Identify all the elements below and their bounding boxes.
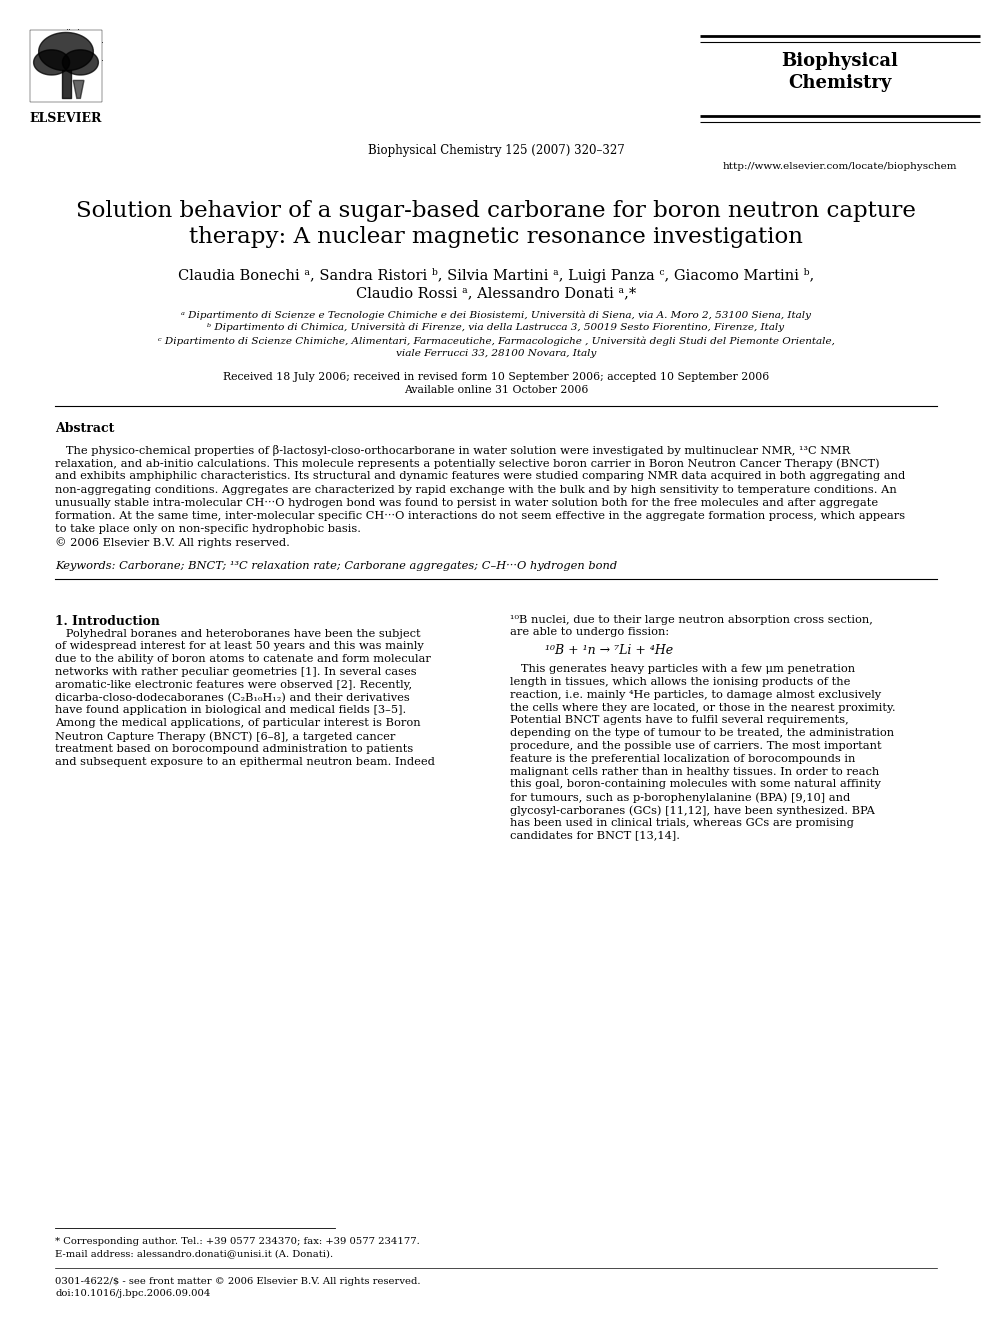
Text: aromatic-like electronic features were observed [2]. Recently,: aromatic-like electronic features were o… [55,680,412,689]
Text: Biophysical
Chemistry: Biophysical Chemistry [782,52,899,91]
Text: The physico-chemical properties of β-lactosyl-closo-orthocarborane in water solu: The physico-chemical properties of β-lac… [55,445,850,456]
Text: http://www.elsevier.com/locate/biophyschem: http://www.elsevier.com/locate/biophysch… [723,161,957,171]
Text: Among the medical applications, of particular interest is Boron: Among the medical applications, of parti… [55,718,421,728]
Text: Abstract: Abstract [55,422,114,435]
Text: this goal, boron-containing molecules with some natural affinity: this goal, boron-containing molecules wi… [510,779,881,790]
Text: to take place only on non-specific hydrophobic basis.: to take place only on non-specific hydro… [55,524,361,534]
Text: © 2006 Elsevier B.V. All rights reserved.: © 2006 Elsevier B.V. All rights reserved… [55,537,290,548]
Text: Keywords: Carborane; BNCT; ¹³C relaxation rate; Carborane aggregates; C–H···O hy: Keywords: Carborane; BNCT; ¹³C relaxatio… [55,561,617,570]
Text: reaction, i.e. mainly ⁴He particles, to damage almost exclusively: reaction, i.e. mainly ⁴He particles, to … [510,689,881,700]
Text: * Corresponding author. Tel.: +39 0577 234370; fax: +39 0577 234177.: * Corresponding author. Tel.: +39 0577 2… [55,1237,420,1246]
Text: non-aggregating conditions. Aggregates are characterized by rapid exchange with : non-aggregating conditions. Aggregates a… [55,484,897,495]
Text: E-mail address: alessandro.donati@unisi.it (A. Donati).: E-mail address: alessandro.donati@unisi.… [55,1249,333,1258]
Text: therapy: A nuclear magnetic resonance investigation: therapy: A nuclear magnetic resonance in… [189,226,803,247]
Text: ¹⁰B nuclei, due to their large neutron absorption cross section,: ¹⁰B nuclei, due to their large neutron a… [510,615,873,624]
Text: This generates heavy particles with a few μm penetration: This generates heavy particles with a fe… [510,664,855,675]
Text: Neutron Capture Therapy (BNCT) [6–8], a targeted cancer: Neutron Capture Therapy (BNCT) [6–8], a … [55,732,396,742]
Polygon shape [34,50,69,75]
Text: feature is the preferential localization of borocompounds in: feature is the preferential localization… [510,754,855,763]
Text: formation. At the same time, inter-molecular specific CH···O interactions do not: formation. At the same time, inter-molec… [55,511,905,521]
Text: networks with rather peculiar geometries [1]. In several cases: networks with rather peculiar geometries… [55,667,417,677]
Text: depending on the type of tumour to be treated, the administration: depending on the type of tumour to be tr… [510,728,894,738]
Text: viale Ferrucci 33, 28100 Novara, Italy: viale Ferrucci 33, 28100 Novara, Italy [396,349,596,359]
Text: Claudia Bonechi ᵃ, Sandra Ristori ᵇ, Silvia Martini ᵃ, Luigi Panza ᶜ, Giacomo Ma: Claudia Bonechi ᵃ, Sandra Ristori ᵇ, Sil… [178,269,814,283]
Text: and subsequent exposure to an epithermal neutron beam. Indeed: and subsequent exposure to an epithermal… [55,757,434,766]
Text: Available online 31 October 2006: Available online 31 October 2006 [404,385,588,396]
Text: relaxation, and ab-initio calculations. This molecule represents a potentially s: relaxation, and ab-initio calculations. … [55,458,880,468]
Text: treatment based on borocompound administration to patients: treatment based on borocompound administ… [55,744,414,754]
Text: ᶜ Dipartimento di Scienze Chimiche, Alimentari, Farmaceutiche, Farmacologiche , : ᶜ Dipartimento di Scienze Chimiche, Alim… [158,336,834,345]
Polygon shape [73,81,84,98]
Text: malignant cells rather than in healthy tissues. In order to reach: malignant cells rather than in healthy t… [510,766,879,777]
Text: Potential BNCT agents have to fulfil several requirements,: Potential BNCT agents have to fulfil sev… [510,716,849,725]
Text: Solution behavior of a sugar-based carborane for boron neutron capture: Solution behavior of a sugar-based carbo… [76,200,916,222]
Text: candidates for BNCT [13,14].: candidates for BNCT [13,14]. [510,831,680,840]
Text: Biophysical Chemistry 125 (2007) 320–327: Biophysical Chemistry 125 (2007) 320–327 [368,144,624,157]
Text: Claudio Rossi ᵃ, Alessandro Donati ᵃ,*: Claudio Rossi ᵃ, Alessandro Donati ᵃ,* [356,286,636,300]
Bar [30,30,102,102]
Text: glycosyl-carboranes (GCs) [11,12], have been synthesized. BPA: glycosyl-carboranes (GCs) [11,12], have … [510,804,875,815]
Text: of widespread interest for at least 50 years and this was mainly: of widespread interest for at least 50 y… [55,642,424,651]
Text: ELSEVIER: ELSEVIER [30,112,102,124]
Text: due to the ability of boron atoms to catenate and form molecular: due to the ability of boron atoms to cat… [55,654,431,664]
Text: ᵇ Dipartimento di Chimica, Università di Firenze, via della Lastrucca 3, 50019 S: ᵇ Dipartimento di Chimica, Università di… [207,323,785,332]
Text: 0301-4622/$ - see front matter © 2006 Elsevier B.V. All rights reserved.: 0301-4622/$ - see front matter © 2006 El… [55,1277,421,1286]
Text: and exhibits amphiphilic characteristics. Its structural and dynamic features we: and exhibits amphiphilic characteristics… [55,471,906,482]
Polygon shape [62,50,98,75]
Text: has been used in clinical trials, whereas GCs are promising: has been used in clinical trials, wherea… [510,818,854,828]
Text: are able to undergo fission:: are able to undergo fission: [510,627,670,638]
Text: unusually stable intra-molecular CH···O hydrogen bond was found to persist in wa: unusually stable intra-molecular CH···O … [55,497,878,508]
Text: doi:10.1016/j.bpc.2006.09.004: doi:10.1016/j.bpc.2006.09.004 [55,1289,210,1298]
Text: for tumours, such as p-borophenylalanine (BPA) [9,10] and: for tumours, such as p-borophenylalanine… [510,792,850,803]
Text: 1. Introduction: 1. Introduction [55,615,160,627]
Text: length in tissues, which allows the ionising products of the: length in tissues, which allows the ioni… [510,677,850,687]
Text: ¹⁰B + ¹n → ⁷Li + ⁴He: ¹⁰B + ¹n → ⁷Li + ⁴He [545,644,674,658]
Text: Received 18 July 2006; received in revised form 10 September 2006; accepted 10 S: Received 18 July 2006; received in revis… [223,372,769,382]
Text: procedure, and the possible use of carriers. The most important: procedure, and the possible use of carri… [510,741,882,751]
Text: Polyhedral boranes and heteroboranes have been the subject: Polyhedral boranes and heteroboranes hav… [55,628,421,639]
Text: have found application in biological and medical fields [3–5].: have found application in biological and… [55,705,407,716]
Polygon shape [39,33,93,70]
Text: the cells where they are located, or those in the nearest proximity.: the cells where they are located, or tho… [510,703,896,713]
Text: dicarba-closo-dodecaboranes (C₂B₁₀H₁₂) and their derivatives: dicarba-closo-dodecaboranes (C₂B₁₀H₁₂) a… [55,693,410,703]
Text: ᵃ Dipartimento di Scienze e Tecnologie Chimiche e dei Biosistemi, Università di : ᵃ Dipartimento di Scienze e Tecnologie C… [181,310,811,319]
